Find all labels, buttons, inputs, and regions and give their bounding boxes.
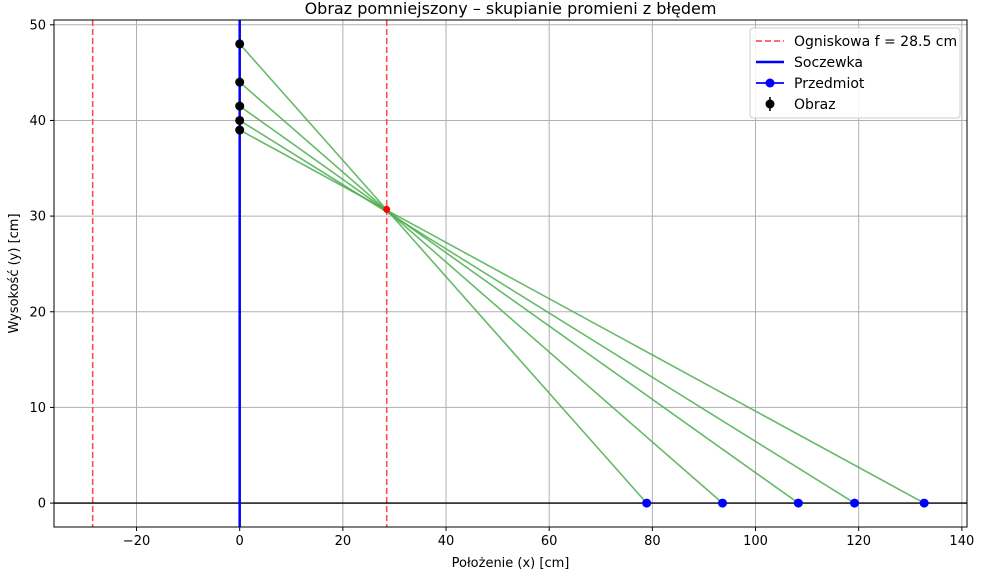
legend-entry: Przedmiot — [756, 76, 865, 92]
image-point — [235, 115, 245, 125]
y-tick-label: 20 — [29, 305, 46, 320]
object-point — [793, 498, 803, 508]
legend-box — [749, 27, 961, 119]
legend: Ogniskowa f = 28.5 cm Soczewka Przedmiot Ob… — [749, 27, 961, 119]
y-tick-label: 30 — [29, 210, 46, 225]
y-tick-label: 50 — [29, 18, 46, 33]
y-axis-label: Wysokość (y) [cm] — [7, 213, 22, 333]
light-ray — [239, 129, 925, 504]
image-point — [235, 77, 245, 87]
x-axis-label: Położenie (x) [cm] — [452, 556, 570, 571]
x-tick-label: 20 — [335, 534, 352, 549]
focus-point — [383, 205, 391, 213]
x-tick-label: 120 — [846, 534, 871, 549]
image-point — [235, 125, 245, 135]
legend-entry: Ogniskowa f = 28.5 cm — [756, 34, 957, 50]
light-ray — [239, 43, 648, 504]
light-ray — [239, 105, 799, 504]
legend-entry: Obraz — [765, 97, 836, 113]
legend-label: Obraz — [794, 97, 836, 113]
legend-swatch-marker — [765, 99, 775, 109]
x-tick-label: 60 — [541, 534, 558, 549]
legend-swatch-marker — [765, 78, 775, 88]
focal-lines — [91, 20, 388, 527]
legend-label: Ogniskowa f = 28.5 cm — [794, 34, 957, 50]
y-tick-label: 40 — [29, 114, 46, 129]
rays — [239, 43, 925, 504]
object-point — [718, 498, 728, 508]
y-ticks: 0 10 20 30 40 50 — [29, 18, 54, 512]
x-tick-label: 80 — [644, 534, 661, 549]
x-ticks: −20 0 20 40 60 80 100 120 140 — [123, 527, 974, 549]
object-point — [919, 498, 929, 508]
x-tick-label: 140 — [949, 534, 974, 549]
x-tick-label: 0 — [236, 534, 244, 549]
image-point — [235, 39, 245, 49]
y-tick-label: 10 — [29, 401, 46, 416]
x-tick-label: 100 — [743, 534, 768, 549]
light-ray — [239, 119, 855, 504]
legend-label: Soczewka — [794, 55, 863, 71]
x-tick-label: 40 — [438, 534, 455, 549]
light-ray — [239, 81, 724, 504]
x-tick-label: −20 — [123, 534, 150, 549]
object-point — [850, 498, 860, 508]
image-point — [235, 101, 245, 111]
plot-frame — [53, 19, 968, 528]
legend-entry: Soczewka — [756, 55, 863, 71]
points — [235, 39, 929, 508]
legend-label: Przedmiot — [794, 76, 865, 92]
chart-title: Obraz pomniejszony – skupianie promieni … — [305, 0, 717, 18]
object-point — [642, 498, 652, 508]
y-tick-label: 0 — [38, 497, 46, 512]
